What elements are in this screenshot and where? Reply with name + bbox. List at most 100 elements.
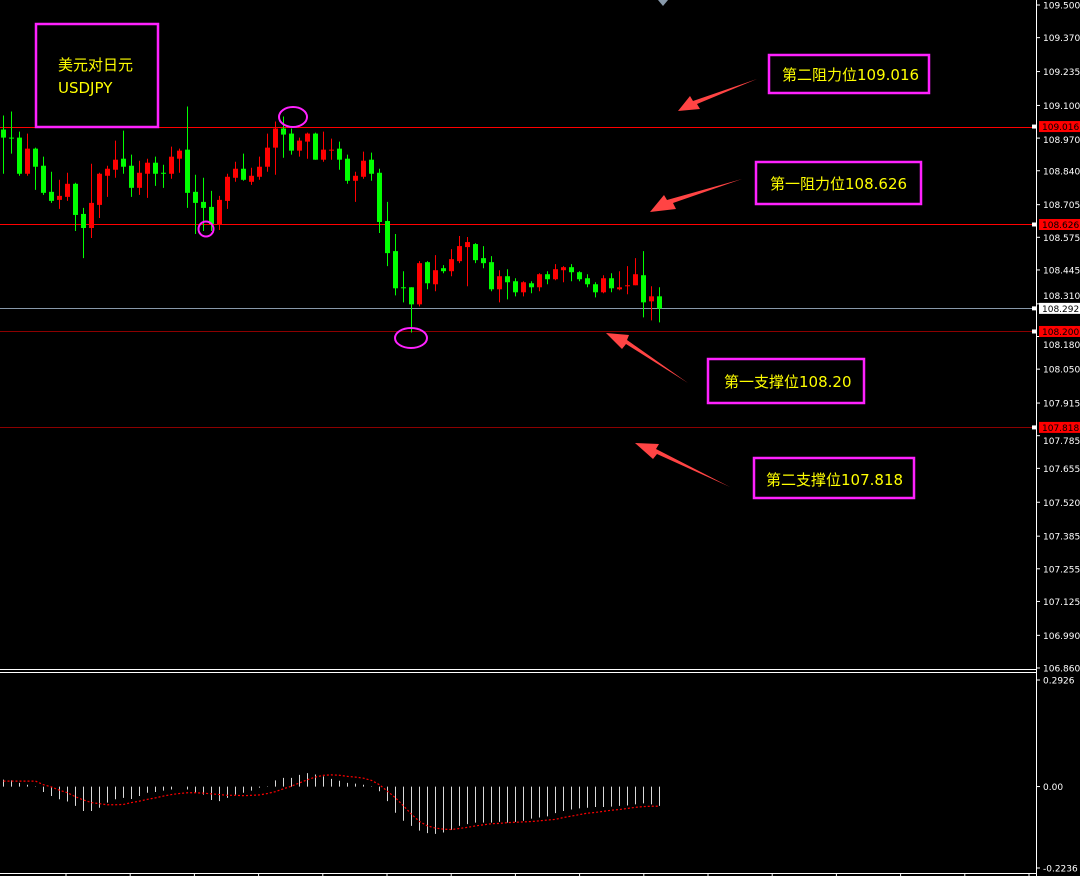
candle-body: [297, 140, 302, 151]
candle-body: [457, 246, 462, 262]
candle-body: [137, 172, 142, 188]
current-price-tag-marker: [1032, 306, 1036, 311]
resistance-1-box: [754, 160, 923, 206]
current-price-tag-bg: [1039, 302, 1080, 314]
candle-body: [633, 274, 638, 286]
candle-body: [153, 162, 158, 174]
candle-body: [593, 284, 598, 293]
macd-tick-label: 0.2926: [1043, 677, 1075, 687]
price-tick-label: 107.785: [1043, 437, 1080, 447]
symbol-name-cn: 美元对日元: [58, 56, 133, 74]
candle-body: [529, 283, 534, 288]
candle-body: [601, 278, 606, 293]
price-tick-label: 109.100: [1043, 102, 1080, 112]
candle-body: [217, 199, 222, 224]
candle-body: [385, 220, 390, 254]
candle-body: [257, 166, 262, 177]
candle-body: [361, 160, 366, 177]
candle-body: [537, 274, 542, 288]
price-tick-label: 107.125: [1043, 598, 1080, 608]
candle-body: [265, 147, 270, 167]
candle-body: [569, 267, 574, 273]
candle-body: [553, 269, 558, 280]
level-price-tag: 107.818: [1042, 424, 1079, 434]
candle-body: [649, 296, 654, 302]
support-1-label: 第一支撑位108.20: [724, 373, 852, 391]
candle-body: [169, 156, 174, 174]
candle-body: [305, 133, 310, 142]
candle-body: [57, 195, 62, 200]
candle-body: [657, 296, 662, 309]
candle-body: [1, 129, 6, 138]
candle-body: [81, 213, 86, 229]
candle-body: [281, 128, 286, 135]
price-tick-label: 108.050: [1043, 366, 1080, 376]
low-marker-circle: [394, 327, 428, 349]
candle-body: [289, 133, 294, 151]
candle-body: [513, 281, 518, 293]
price-tick-label: 108.970: [1043, 136, 1080, 146]
candle-body: [97, 173, 102, 205]
resistance-2-box: [767, 53, 931, 95]
price-tick-label: 107.520: [1043, 499, 1080, 509]
candle-body: [209, 206, 214, 224]
level-price-tag: 108.200: [1042, 328, 1079, 338]
level-price-tag: 108.626: [1042, 221, 1079, 231]
candle-body: [585, 278, 590, 285]
candle-body: [249, 175, 254, 182]
price-tick-label: 109.235: [1043, 68, 1080, 78]
support-2-label: 第二支撑位107.818: [766, 471, 903, 489]
candle-body: [465, 242, 470, 248]
arrow-icon: [606, 333, 688, 383]
candle-body: [25, 148, 30, 174]
level-price-tag-bg: [1039, 421, 1080, 433]
candle-body: [393, 251, 398, 289]
candle-body: [89, 202, 94, 229]
level-price-tag-bg: [1039, 325, 1080, 337]
candle-body: [17, 137, 22, 174]
support-2-box: [752, 456, 916, 500]
candle-body: [489, 262, 494, 290]
candles-layer: [1, 106, 662, 333]
candle-body: [625, 285, 630, 287]
candle-body: [193, 191, 198, 203]
level-price-tag-bg: [1039, 121, 1080, 133]
resistance-2-label: 第二阻力位109.016: [782, 66, 919, 84]
candle-body: [73, 183, 78, 215]
candle-body: [329, 149, 334, 151]
support-1-box: [706, 357, 866, 405]
candle-body: [441, 268, 446, 272]
candle-body: [33, 148, 38, 167]
candle-body: [345, 158, 350, 181]
high-marker-circle: [278, 106, 308, 128]
low-marker-circle: [197, 220, 215, 238]
candle-body: [425, 262, 430, 284]
candle-body: [521, 282, 526, 293]
symbol-box: [34, 22, 160, 129]
price-tick-label: 106.860: [1043, 665, 1080, 675]
candle-body: [49, 191, 54, 201]
candle-body: [121, 158, 126, 167]
macd-signal-line: [3, 774, 660, 831]
price-tick-label: 109.370: [1043, 34, 1080, 44]
price-tick-label: 107.655: [1043, 465, 1080, 475]
price-tick-label: 106.990: [1043, 632, 1080, 642]
candle-body: [273, 128, 278, 148]
price-tick-label: 108.575: [1043, 234, 1080, 244]
candle-body: [353, 175, 358, 181]
arrow-icon: [678, 79, 757, 111]
level-price-tag-bg: [1039, 218, 1080, 230]
candle-body: [185, 149, 190, 193]
price-tick-label: 109.500: [1043, 2, 1080, 12]
candle-body: [369, 159, 374, 174]
macd-layer: [3, 773, 660, 834]
chart-shift-marker-icon: [658, 0, 668, 6]
resistance-1-label: 第一阻力位108.626: [770, 175, 907, 193]
candle-body: [321, 149, 326, 160]
candle-body: [409, 287, 414, 305]
candle-body: [449, 259, 454, 272]
arrow-icon: [650, 179, 742, 212]
candle-body: [113, 159, 118, 170]
price-tick-label: 108.445: [1043, 266, 1080, 276]
